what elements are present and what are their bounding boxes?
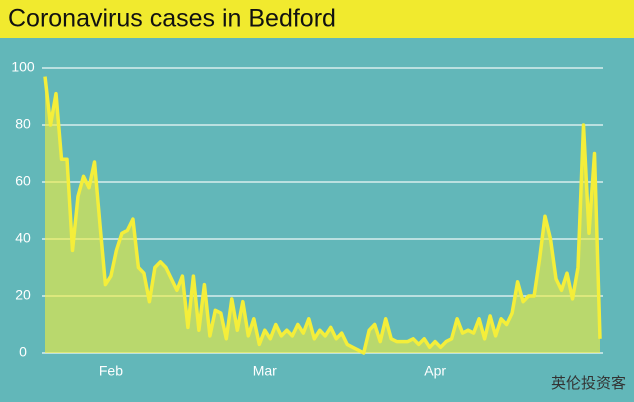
line bbox=[43, 76, 602, 355]
y-tick-label: 80 bbox=[15, 116, 31, 132]
y-tick-label: 60 bbox=[15, 173, 31, 189]
y-tick-label: 40 bbox=[15, 230, 31, 246]
plot: 0 20 40 60 80 100 Feb Mar Apr bbox=[11, 59, 603, 379]
x-tick-label: Feb bbox=[99, 363, 123, 379]
x-tick-label: Apr bbox=[424, 363, 446, 379]
y-tick-label: 100 bbox=[11, 59, 35, 75]
x-tick-label: Mar bbox=[253, 363, 277, 379]
y-tick-label: 0 bbox=[19, 344, 27, 360]
y-tick-label: 20 bbox=[15, 287, 31, 303]
watermark: 英伦投资客 bbox=[551, 374, 626, 392]
title-banner bbox=[0, 0, 634, 38]
area bbox=[45, 76, 600, 353]
chart-title: Coronavirus cases in Bedford bbox=[8, 5, 336, 33]
